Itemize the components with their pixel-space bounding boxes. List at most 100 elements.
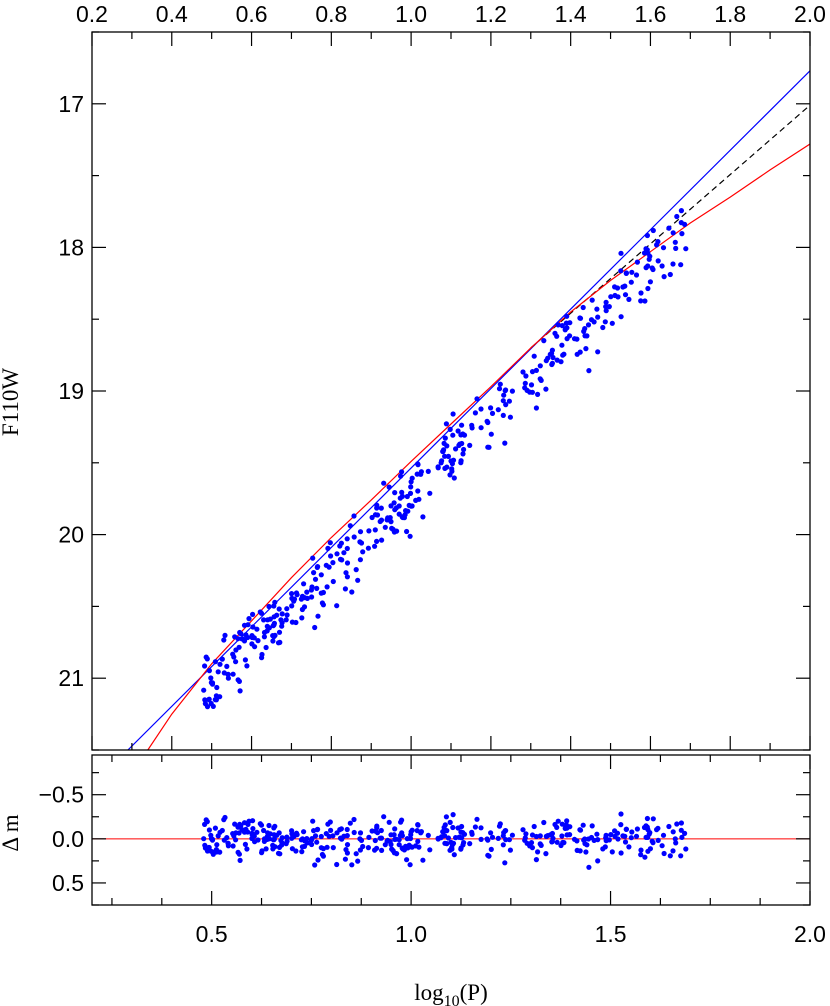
- data-point: [435, 465, 441, 471]
- residual-point: [378, 827, 384, 834]
- residual-point: [488, 830, 494, 836]
- data-point: [529, 389, 536, 395]
- data-point: [230, 671, 236, 677]
- data-point: [478, 425, 484, 431]
- residual-point: [528, 840, 535, 846]
- data-point: [351, 534, 357, 540]
- residual-point: [342, 856, 348, 862]
- residual-point: [672, 836, 678, 842]
- data-point: [460, 451, 466, 457]
- residual-point: [650, 816, 656, 822]
- residual-point: [678, 853, 684, 859]
- data-point: [485, 419, 491, 426]
- data-point: [272, 632, 278, 639]
- data-point: [310, 555, 316, 561]
- residual-point: [457, 834, 463, 840]
- residual-point: [441, 824, 447, 831]
- residual-point: [502, 860, 508, 866]
- residual-point: [301, 829, 307, 835]
- residual-point: [451, 852, 457, 858]
- residual-point: [577, 827, 584, 833]
- residual-point: [308, 837, 314, 843]
- data-point: [509, 388, 515, 394]
- data-point: [606, 304, 612, 310]
- residual-point: [355, 858, 361, 864]
- residual-point: [445, 835, 451, 841]
- data-point: [507, 414, 513, 420]
- residual-point: [224, 835, 230, 841]
- residual-y-tick-label: −0.5: [39, 782, 84, 808]
- residual-point: [682, 830, 688, 837]
- residual-point: [531, 823, 537, 830]
- data-point: [221, 637, 227, 643]
- residual-point: [618, 811, 624, 817]
- data-point: [388, 519, 394, 525]
- data-point: [474, 396, 480, 402]
- residual-point: [594, 831, 600, 837]
- data-point: [212, 659, 218, 665]
- data-point: [365, 545, 371, 551]
- residual-point: [279, 835, 285, 841]
- data-point: [252, 644, 258, 650]
- data-point: [374, 512, 381, 518]
- data-point: [299, 593, 306, 599]
- bottom-x-tick-labels: 0.5 1.0 1.5 2.0: [196, 921, 826, 947]
- residual-point: [660, 832, 667, 838]
- residual-point: [315, 857, 321, 863]
- data-point: [622, 292, 629, 298]
- residual-point: [201, 836, 207, 842]
- residual-point: [455, 825, 461, 831]
- residual-point: [242, 841, 248, 848]
- residual-point: [398, 819, 404, 825]
- data-point: [488, 405, 494, 411]
- residual-point: [310, 818, 316, 824]
- data-points: [201, 208, 689, 710]
- residual-y-axis-title: Δ m: [0, 814, 23, 851]
- data-point: [458, 458, 464, 464]
- residual-point: [507, 847, 513, 853]
- data-point: [206, 696, 212, 702]
- data-point: [274, 612, 280, 618]
- data-point: [299, 615, 305, 621]
- data-point: [650, 227, 656, 234]
- residual-point: [559, 821, 565, 827]
- data-point: [404, 493, 410, 500]
- residual-point: [266, 822, 272, 829]
- data-point: [267, 616, 273, 622]
- residual-point: [497, 821, 503, 827]
- data-point: [577, 349, 583, 355]
- residual-point: [396, 837, 402, 843]
- residual-point: [237, 821, 243, 827]
- residual-point: [620, 833, 626, 839]
- main-y-axis-title: F110W: [0, 368, 23, 436]
- residual-point: [458, 845, 464, 851]
- residual-point: [442, 833, 448, 839]
- residual-point: [644, 815, 651, 822]
- top-x-tick-label: 1.4: [555, 1, 587, 27]
- residual-point: [552, 821, 558, 828]
- main-y-tick-labels: 17 18 19 20 21: [58, 91, 84, 691]
- residual-point: [638, 847, 644, 853]
- residual-point: [409, 827, 415, 833]
- residual-point: [509, 832, 515, 838]
- bottom-x-tick-label: 0.5: [196, 921, 228, 947]
- residual-point: [244, 846, 250, 852]
- data-point: [543, 386, 549, 392]
- data-point: [210, 703, 216, 710]
- data-point: [408, 484, 414, 490]
- residual-point: [585, 836, 592, 842]
- data-point: [545, 355, 551, 361]
- data-point: [372, 527, 378, 533]
- residual-point: [344, 826, 350, 833]
- residual-point: [391, 850, 397, 856]
- data-point: [249, 634, 255, 641]
- residual-y-tick-label: 0.0: [52, 826, 84, 852]
- data-point: [408, 503, 414, 509]
- data-point: [241, 622, 248, 628]
- residual-point: [283, 841, 289, 847]
- data-point: [634, 259, 641, 265]
- residual-point: [258, 822, 265, 828]
- data-point: [374, 505, 380, 511]
- residual-point: [523, 831, 529, 837]
- data-point: [678, 262, 684, 268]
